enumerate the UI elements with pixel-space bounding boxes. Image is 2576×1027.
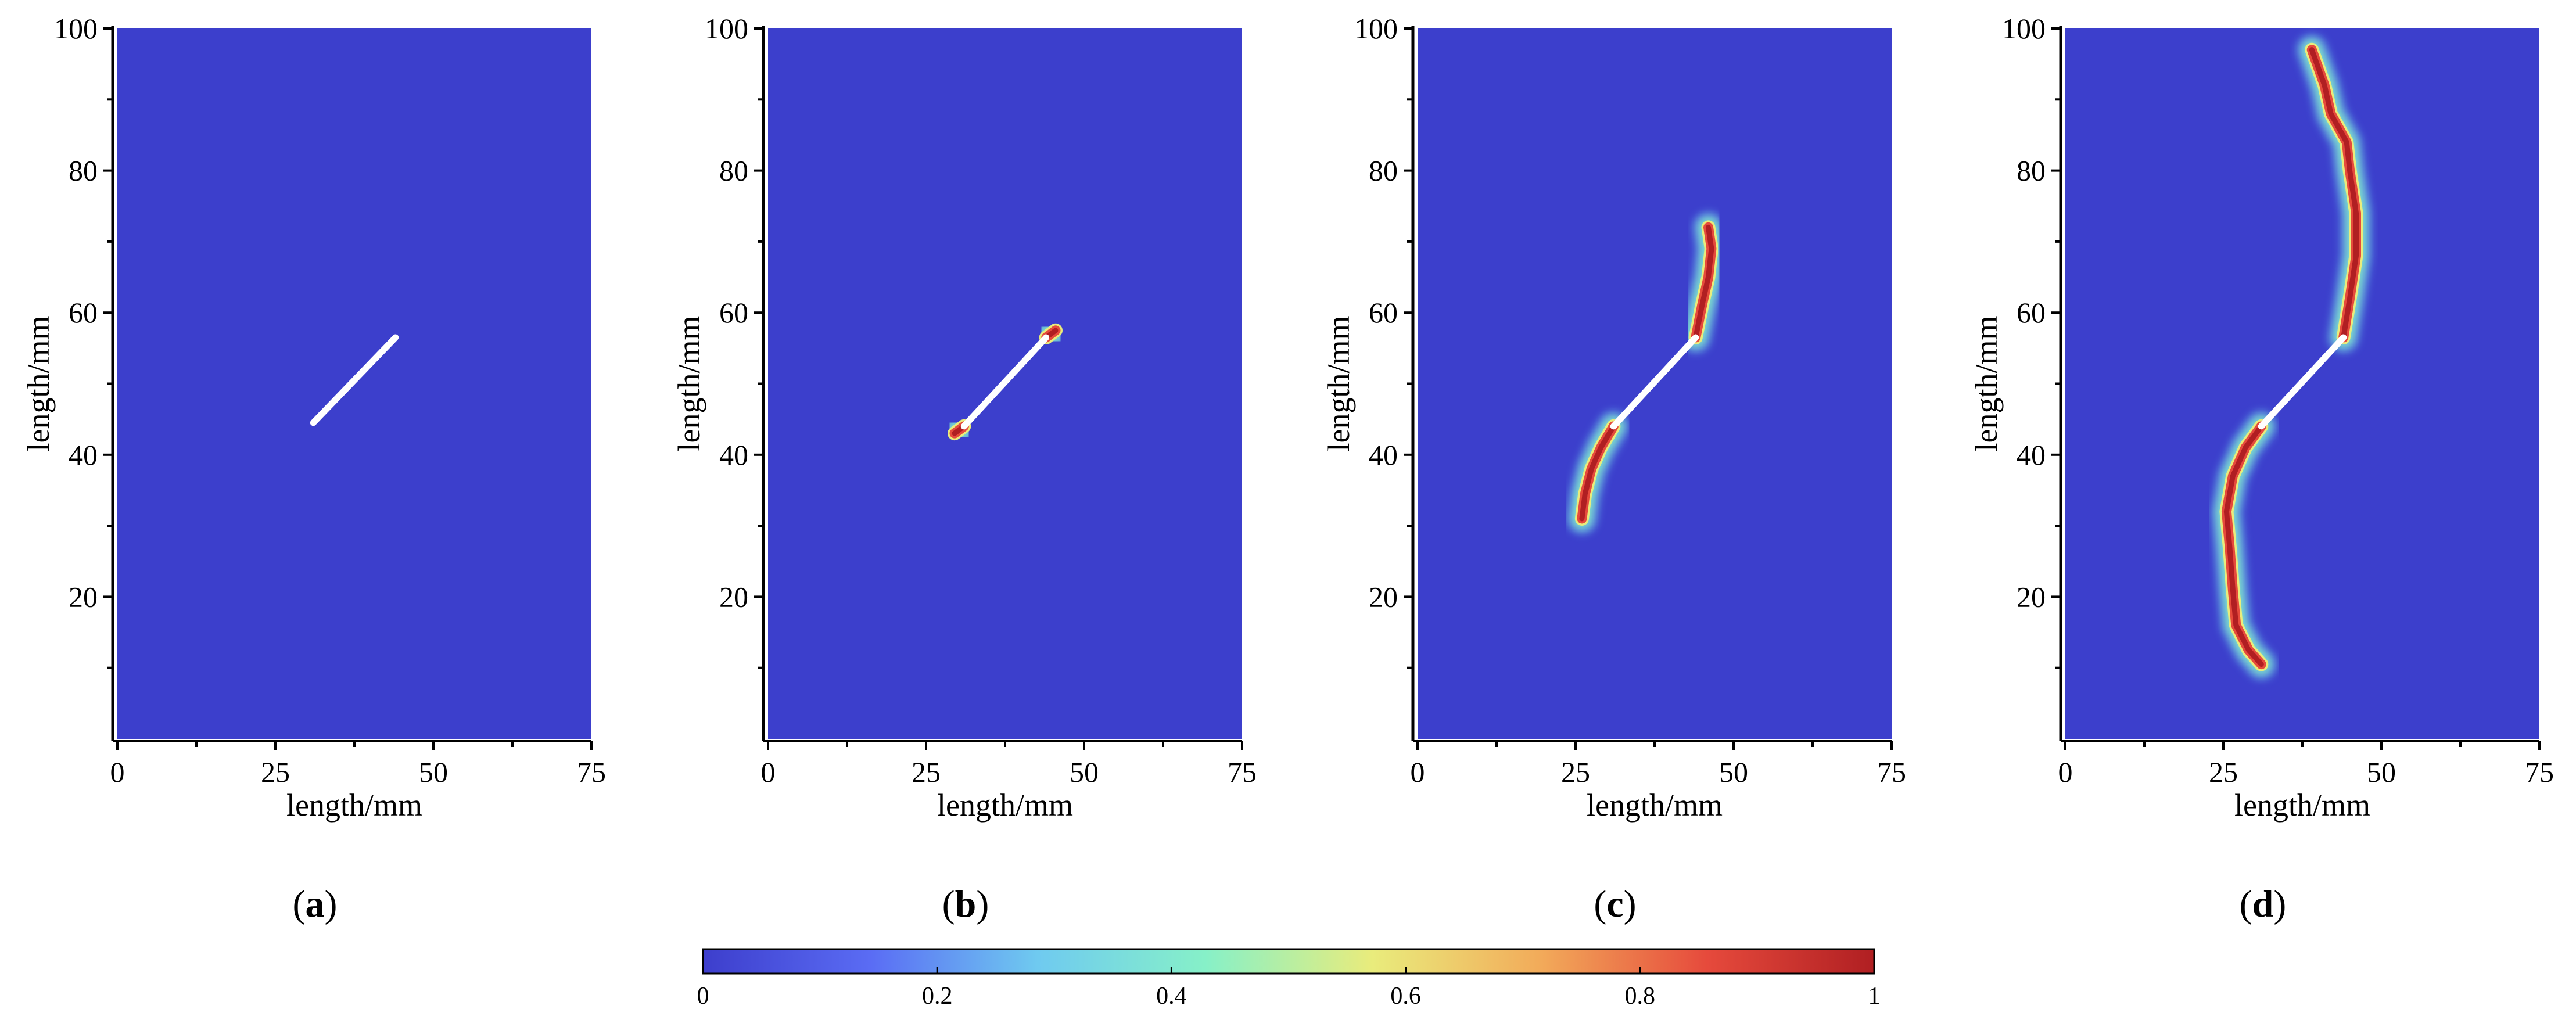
- damage-core: [1579, 423, 1616, 522]
- panel-d: 20 40 60 80 100 0 25 50 75 length/mm length/mm (d): [1969, 12, 2554, 925]
- panel-label-paren: ): [2273, 883, 2286, 925]
- damage-field-layer: [939, 314, 1071, 450]
- x-tick-label: 75: [577, 756, 606, 788]
- damage-field-layer: [2211, 34, 2372, 680]
- y-tick-label: 40: [719, 439, 748, 471]
- colorbar-tick-label: 0.6: [1390, 983, 1421, 1010]
- y-tick-label: 20: [1369, 580, 1398, 613]
- damage-path-2: [1566, 410, 1630, 534]
- colorbar-tick-label: 0.4: [1156, 983, 1187, 1010]
- y-tick-label: 60: [719, 296, 748, 329]
- preset-crack: [2258, 334, 2347, 430]
- x-tick-label: 25: [261, 756, 290, 788]
- x-axis-title: length/mm: [1587, 788, 1723, 823]
- colorbar-tick-label: 0.2: [922, 983, 953, 1010]
- x-tick-label: 25: [2209, 756, 2238, 788]
- y-tick-label: 80: [2017, 155, 2046, 187]
- damage-core: [1693, 224, 1714, 340]
- y-tick-label: 100: [2002, 12, 2046, 45]
- panel-label: (a): [293, 883, 338, 925]
- damage-core: [2309, 47, 2359, 340]
- panel-label-letter: d: [2252, 883, 2274, 925]
- y-tick-label: 100: [1354, 12, 1398, 45]
- x-tick-label: 0: [761, 756, 776, 788]
- x-tick-label: 75: [1877, 756, 1906, 788]
- preset-crack: [1610, 334, 1699, 430]
- damage-field-layer: [1566, 211, 1727, 534]
- x-axis-title: length/mm: [286, 788, 422, 823]
- colorbar: 0 0.2 0.4 0.6 0.8 1: [697, 948, 1881, 1010]
- y-tick-label: 60: [69, 296, 98, 329]
- panel-label-paren: (: [293, 883, 306, 925]
- panel-label-paren: (: [2240, 883, 2252, 925]
- y-axis-title: length/mm: [21, 316, 56, 452]
- y-axis-title: length/mm: [1969, 316, 2004, 452]
- x-axis-title: length/mm: [937, 788, 1073, 823]
- x-tick-label: 75: [2525, 756, 2554, 788]
- preset-crack: [310, 334, 399, 426]
- colorbar-tick-label: 0: [697, 983, 709, 1010]
- y-tick-label: 20: [719, 580, 748, 613]
- colorbar-gradient: [702, 948, 1875, 975]
- panel-label-letter: b: [955, 883, 977, 925]
- panel-a: 20 40 60 80 100 0 25 50 75 length/mm length/mm (a): [21, 12, 606, 925]
- preset-crack: [960, 334, 1050, 430]
- x-tick-label: 75: [1228, 756, 1257, 788]
- panel-label: (b): [942, 883, 989, 925]
- y-tick-label: 80: [719, 155, 748, 187]
- damage-path-1: [1680, 211, 1727, 353]
- panel-label: (c): [1594, 883, 1636, 925]
- panel-b: 20 40 60 80 100 0 25 50 75 length/mm length/mm (b): [672, 12, 1257, 925]
- y-tick-label: 80: [69, 155, 98, 187]
- y-tick-label: 20: [69, 580, 98, 613]
- y-axis-title: length/mm: [672, 316, 706, 452]
- colorbar-tick-label: 1: [1868, 983, 1881, 1010]
- x-tick-label: 0: [2058, 756, 2073, 788]
- y-tick-label: 40: [2017, 439, 2046, 471]
- panel-c: 20 40 60 80 100 0 25 50 75 length/mm length/mm (c): [1321, 12, 1906, 925]
- x-tick-label: 50: [1719, 756, 1748, 788]
- y-tick-label: 40: [1369, 439, 1398, 471]
- y-tick-label: 40: [69, 439, 98, 471]
- x-tick-label: 25: [1561, 756, 1590, 788]
- damage-core: [2223, 423, 2264, 667]
- panel-label-paren: ): [1624, 883, 1637, 925]
- panel-label-paren: (: [942, 883, 955, 925]
- x-axis-title: length/mm: [2234, 788, 2370, 823]
- y-axis-title: length/mm: [1321, 316, 1356, 452]
- colorbar-tick-label: 0.8: [1625, 983, 1656, 1010]
- damage-path-1: [2296, 34, 2372, 353]
- x-tick-label: 50: [1070, 756, 1099, 788]
- y-tick-label: 80: [1369, 155, 1398, 187]
- x-tick-label: 25: [912, 756, 941, 788]
- panel-label-letter: a: [306, 883, 325, 925]
- panel-label-paren: ): [976, 883, 989, 925]
- y-tick-label: 60: [1369, 296, 1398, 329]
- damage-field-layer: [310, 334, 399, 426]
- panel-label-paren: (: [1594, 883, 1606, 925]
- x-tick-label: 50: [2367, 756, 2396, 788]
- y-tick-label: 60: [2017, 296, 2046, 329]
- x-tick-label: 50: [419, 756, 448, 788]
- panel-label: (d): [2240, 883, 2287, 925]
- y-tick-label: 100: [54, 12, 98, 45]
- panel-label-letter: c: [1606, 883, 1623, 925]
- y-tick-label: 20: [2017, 580, 2046, 613]
- y-tick-label: 100: [705, 12, 748, 45]
- x-tick-label: 0: [1411, 756, 1425, 788]
- x-tick-label: 0: [110, 756, 125, 788]
- damage-path-2: [2211, 410, 2277, 680]
- panel-label-paren: ): [325, 883, 338, 925]
